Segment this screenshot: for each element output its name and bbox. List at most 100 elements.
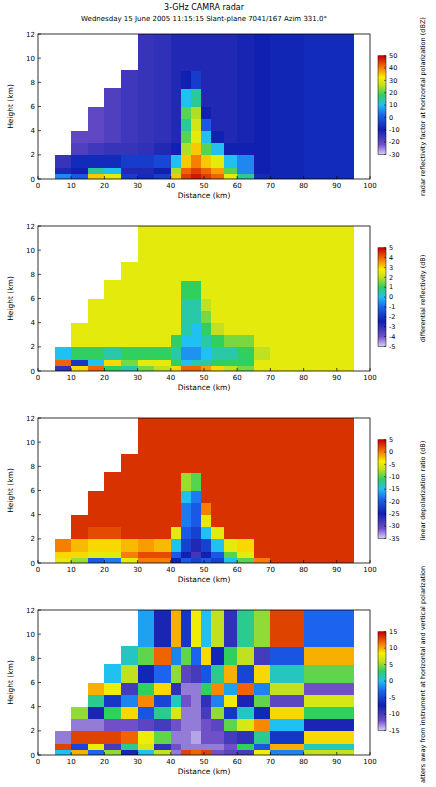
title: 3-GHz CAMRA radar: [164, 3, 245, 12]
colorbar-tick-label: 10: [389, 644, 397, 652]
cell: [254, 365, 271, 371]
cell: [191, 131, 202, 144]
cell: [224, 167, 238, 174]
colorbar-tick: [384, 316, 386, 317]
colorbar-tick-label: 40: [389, 64, 397, 72]
y-tick-label: 8: [31, 79, 35, 87]
x-tick: [270, 752, 271, 755]
y-tick: [38, 82, 41, 83]
cell: [171, 695, 182, 708]
cell: [224, 226, 238, 263]
cell: [104, 131, 121, 144]
cell: [104, 539, 121, 552]
cell: [211, 743, 225, 750]
cell: [55, 167, 72, 174]
frame: [38, 226, 370, 371]
cell: [191, 155, 202, 168]
cell: [181, 707, 192, 720]
cell: [191, 359, 202, 366]
cell: [270, 418, 304, 455]
cell: [154, 167, 171, 174]
cell: [191, 472, 202, 491]
cell: [121, 88, 138, 107]
x-tick: [237, 752, 238, 755]
cell: [224, 107, 238, 120]
cell: [211, 323, 225, 336]
x-tick-label: 30: [133, 374, 142, 382]
cell: [104, 551, 121, 558]
y-tick: [38, 58, 41, 59]
cell: [181, 515, 192, 528]
x-tick: [370, 368, 371, 371]
cell: [181, 335, 192, 348]
cell: [154, 143, 171, 156]
cell: [154, 527, 171, 540]
colorbar-tick-label: 3: [389, 264, 393, 272]
frame: [38, 34, 370, 179]
cell: [138, 131, 155, 144]
cell: [270, 731, 304, 744]
panel: 3-GHz CAMRA radarWednesday 15 June 2005 …: [6, 3, 427, 200]
x-tick: [104, 752, 105, 755]
y-tick: [38, 706, 41, 707]
cell: [304, 226, 354, 263]
cell: [154, 418, 171, 455]
cell: [191, 70, 202, 89]
cell: [237, 311, 254, 324]
cell: [254, 707, 271, 720]
cell: [154, 299, 171, 312]
cell: [201, 70, 212, 89]
colorbar-tick: [384, 326, 386, 327]
cell: [171, 749, 182, 755]
cells: [55, 418, 354, 563]
cell: [71, 743, 88, 750]
cell: [121, 335, 138, 348]
cell: [211, 155, 225, 168]
cell: [121, 683, 138, 696]
cell: [181, 610, 192, 647]
cell: [224, 454, 238, 473]
cell: [304, 34, 354, 71]
frame: [38, 418, 370, 563]
cell: [201, 610, 212, 647]
cell: [121, 119, 138, 132]
cell: [55, 359, 72, 366]
x-tick: [204, 176, 205, 179]
colorbar-tick: [384, 68, 386, 69]
cell: [138, 167, 155, 174]
cell: [191, 107, 202, 120]
y-tick: [38, 730, 41, 731]
cell: [237, 34, 254, 71]
colorbar-tick: [384, 526, 386, 527]
cell: [121, 365, 138, 371]
cell: [181, 155, 192, 168]
colorbar-tick: [384, 476, 386, 477]
colorbar-tick: [384, 306, 386, 307]
cell: [304, 515, 354, 528]
cell: [104, 683, 121, 696]
cell: [201, 365, 212, 371]
cell: [88, 695, 105, 708]
cell: [71, 173, 88, 179]
cell: [171, 131, 182, 144]
cell: [191, 646, 202, 665]
x-tick-label: 10: [67, 182, 76, 190]
cell: [254, 683, 271, 696]
cell: [224, 131, 238, 144]
cell: [171, 335, 182, 348]
cell: [224, 299, 238, 312]
x-axis-title: Distance (km): [178, 575, 231, 584]
cell: [121, 262, 138, 281]
y-tick-label: 2: [31, 727, 35, 735]
cell: [211, 119, 225, 132]
y-tick: [38, 346, 41, 347]
cell: [138, 527, 155, 540]
cell: [138, 226, 155, 263]
cell: [121, 454, 138, 473]
cell: [191, 173, 202, 179]
cell: [304, 503, 354, 516]
cell: [211, 557, 225, 563]
cell: [138, 683, 155, 696]
cell: [88, 749, 105, 755]
cell: [270, 683, 304, 696]
